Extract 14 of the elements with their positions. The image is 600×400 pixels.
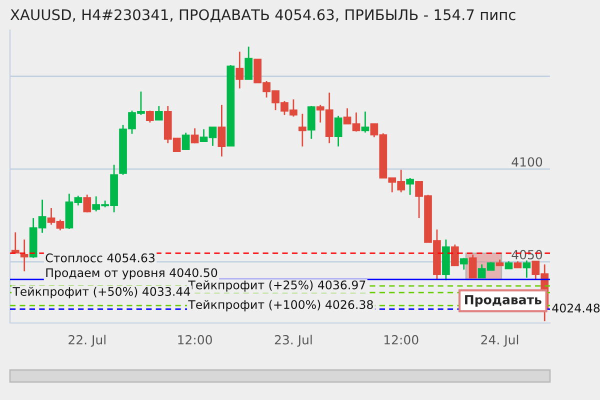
ref-line-label: Тейкпрофит (+50%) 4033.44 [12,286,190,298]
y-tick-label: 4100 [512,157,542,167]
x-tick-label: 12:00 [384,335,418,344]
x-tick-label: 22. Jul [68,334,106,347]
chart-title: XAUUSD, H4#230341, ПРОДАВАТЬ 4054.63, ПРИБЫЛЬ - 154.7 пипс [10,9,516,22]
ref-line-label: Тейкпрофит (+100%) 4026.38 [188,300,373,312]
ref-line-label: 4024.48 [552,304,600,313]
ref-line-label: Стоплосс 4054.63 [46,253,155,262]
x-tick-label: 12:00 [178,335,212,344]
ref-line-label: Тейкпрофит (+25%) 4036.97 [188,280,366,292]
annotation: Продавать [465,295,542,307]
x-tick-label: 23. Jul [274,334,312,347]
x-tick-label: 24. Jul [481,334,518,347]
ref-line-label: Продаем от уровня 4040.50 [46,268,218,280]
